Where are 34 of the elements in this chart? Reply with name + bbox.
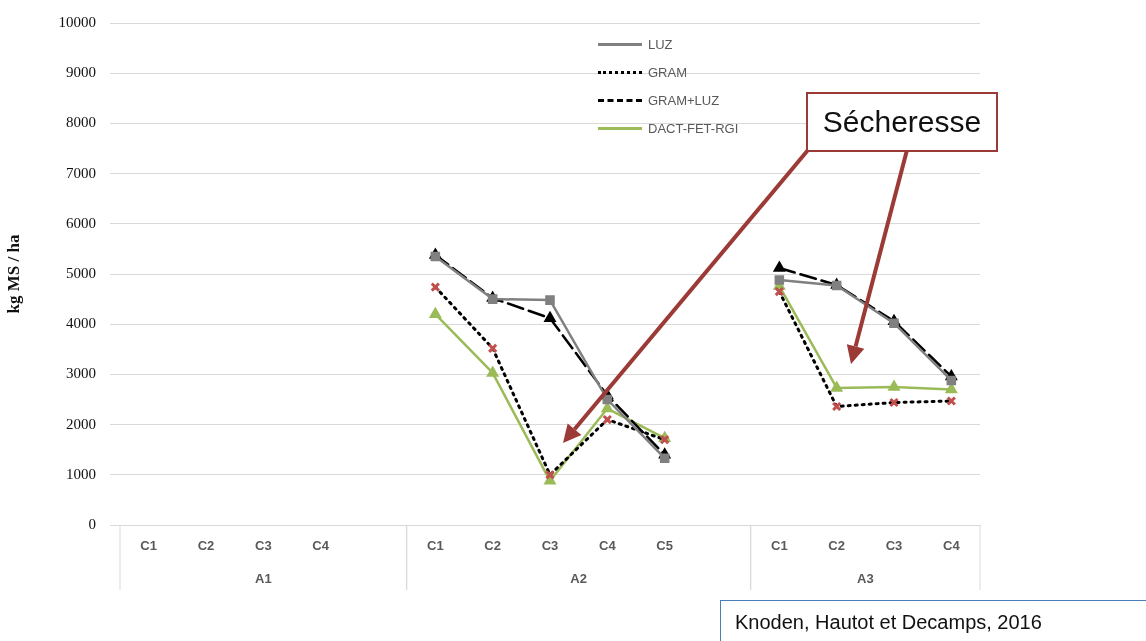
x-tick-label: C1 [771,538,788,554]
y-axis-title: kg MS / ha [3,234,23,314]
x-tick-label: C1 [140,538,157,554]
legend-label: LUZ [648,36,673,52]
annotation: Sécheresse [806,92,998,152]
legend-label: GRAM [648,64,687,80]
x-tick-label: C3 [255,538,272,554]
x-tick-label: C4 [599,538,617,554]
x-tick-label: C4 [312,538,330,554]
x-tick-label: C3 [885,538,903,554]
x-tick-label: C2 [197,538,215,554]
text: A2 [570,571,587,586]
x-tick-label: C5 [656,538,673,554]
legend-label: DACT-FET-RGI [648,120,739,136]
x-tick-label: C3 [541,538,559,554]
y-tick-label: 3000 [66,365,96,382]
text: Knoden, Hautot et Decamps, 2016 [720,600,1146,641]
y-tick-label: 4000 [66,315,96,332]
x-tick-label: C2 [828,538,845,554]
y-tick-label: 10000 [58,13,96,30]
y-tick-label: 1000 [66,465,96,482]
x-tick-label: C1 [427,538,444,554]
x-tick-label: C2 [484,538,501,554]
legend-label: GRAM+LUZ [648,92,720,108]
y-tick-label: 0 [88,515,96,532]
y-tick-label: 9000 [66,64,96,81]
y-tick-label: 6000 [66,214,96,231]
y-tick-label: 2000 [66,415,96,432]
y-tick-label: 7000 [66,164,96,181]
y-tick-label: 5000 [66,264,96,281]
x-tick-label: C4 [943,538,961,554]
text: A3 [857,571,874,586]
y-tick-label: 8000 [66,114,96,131]
text: A1 [255,571,272,586]
